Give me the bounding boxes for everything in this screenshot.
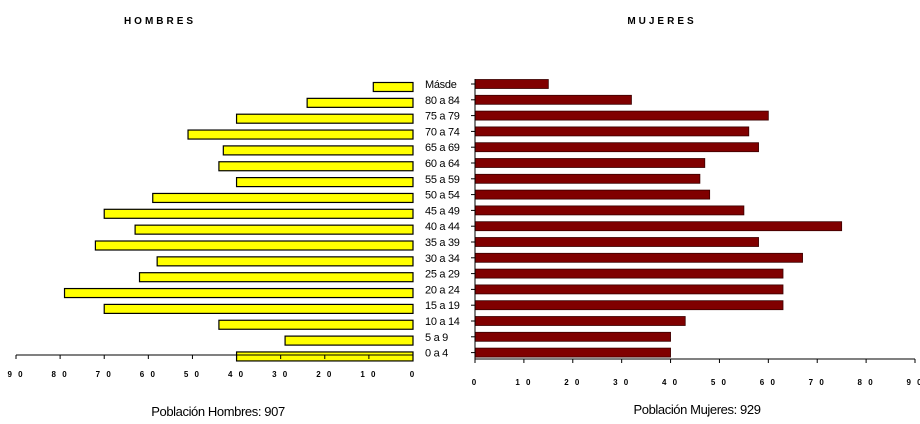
men-bar <box>235 113 414 124</box>
women-chart-title: MUJERES <box>627 16 696 27</box>
age-group-label: 10 a 14 <box>425 316 460 328</box>
men-bar <box>138 272 414 283</box>
age-group-label: 35 a 39 <box>425 237 460 249</box>
women-bar <box>474 252 803 263</box>
men-x-tick-label: 4 0 <box>228 370 245 379</box>
men-x-tick-label: 8 0 <box>52 370 69 379</box>
women-bar <box>474 284 784 295</box>
women-bar <box>474 110 769 121</box>
men-x-tick-label: 3 0 <box>272 370 289 379</box>
age-group-label: 5 a 9 <box>425 332 448 344</box>
women-x-tick-label: 6 0 <box>760 378 777 387</box>
men-bars <box>63 81 414 362</box>
men-x-tick-label: 6 0 <box>140 370 157 379</box>
men-x-tick-label: 9 0 <box>7 370 24 379</box>
men-x-ticks: 9 0 8 0 7 0 6 0 5 0 4 0 3 0 2 0 1 0 0 <box>7 355 416 379</box>
men-bar <box>152 192 414 204</box>
age-group-label: 55 a 59 <box>425 174 460 186</box>
age-group-label: 30 a 34 <box>425 253 460 265</box>
age-group-label: Másde <box>425 79 457 91</box>
women-bar <box>474 158 706 168</box>
women-bar <box>474 94 632 105</box>
men-chart-title: HOMBRES <box>124 16 196 27</box>
age-group-label: 25 a 29 <box>425 269 460 281</box>
age-group-label: 60 a 64 <box>425 158 460 170</box>
men-bar <box>372 81 414 93</box>
women-x-tick-label: 5 0 <box>711 378 728 387</box>
women-bar <box>474 205 745 216</box>
women-x-ticks: 0 1 0 2 0 3 0 4 0 5 0 6 0 7 0 8 0 9 0 <box>472 359 920 387</box>
men-bar <box>134 224 414 235</box>
men-bar <box>284 335 414 346</box>
age-group-labels: Másde 80 a 84 75 a 79 70 a 74 65 a 69 60 a 64… <box>425 79 475 360</box>
women-x-tick-label: 4 0 <box>662 378 679 387</box>
women-bar <box>474 189 711 200</box>
women-bar <box>474 173 701 184</box>
women-bar <box>474 221 843 232</box>
age-group-label: 15 a 19 <box>425 300 460 312</box>
women-bar <box>474 347 671 358</box>
men-bar <box>94 240 414 251</box>
men-bar <box>103 208 414 219</box>
men-bar <box>306 97 414 108</box>
men-bar <box>103 303 414 314</box>
women-bar <box>474 268 784 279</box>
men-x-tick-label: 1 0 <box>360 370 377 379</box>
men-x-tick-label: 0 <box>410 370 416 379</box>
women-x-tick-label: 9 0 <box>906 378 920 387</box>
men-bar <box>63 287 414 299</box>
women-x-tick-label: 3 0 <box>613 378 630 387</box>
age-group-label: 80 a 84 <box>425 95 460 107</box>
men-bar <box>156 256 414 267</box>
age-group-label: 70 a 74 <box>425 126 460 138</box>
age-group-label: 40 a 44 <box>425 221 460 233</box>
women-bar <box>474 126 750 137</box>
men-population-total: Población Hombres: 907 <box>151 404 285 419</box>
women-bar <box>474 331 671 342</box>
age-group-label: 0 a 4 <box>425 348 448 360</box>
women-bar <box>474 142 759 153</box>
women-population-total: Población Mujeres: 929 <box>633 402 760 417</box>
men-bar <box>222 145 414 156</box>
men-bar <box>235 177 414 188</box>
age-group-label: 65 a 69 <box>425 142 460 154</box>
women-x-tick-label: 2 0 <box>564 378 581 387</box>
men-x-tick-label: 5 0 <box>184 370 201 379</box>
women-bar <box>474 79 549 89</box>
women-x-tick-label: 0 <box>472 378 478 387</box>
men-bar <box>218 161 414 172</box>
men-x-tick-label: 2 0 <box>316 370 333 379</box>
women-x-tick-label: 1 0 <box>515 378 532 387</box>
women-bar <box>474 316 686 326</box>
age-group-label: 50 a 54 <box>425 190 460 202</box>
men-bar <box>218 319 414 330</box>
women-bar <box>474 237 759 247</box>
men-x-tick-label: 7 0 <box>96 370 113 379</box>
women-bar <box>474 300 784 311</box>
women-bars <box>474 79 843 358</box>
women-x-tick-label: 8 0 <box>858 378 875 387</box>
age-group-label: 20 a 24 <box>425 284 460 296</box>
men-bar <box>187 129 414 140</box>
age-group-label: 45 a 49 <box>425 205 460 217</box>
women-x-tick-label: 7 0 <box>809 378 826 387</box>
age-group-label: 75 a 79 <box>425 111 460 123</box>
